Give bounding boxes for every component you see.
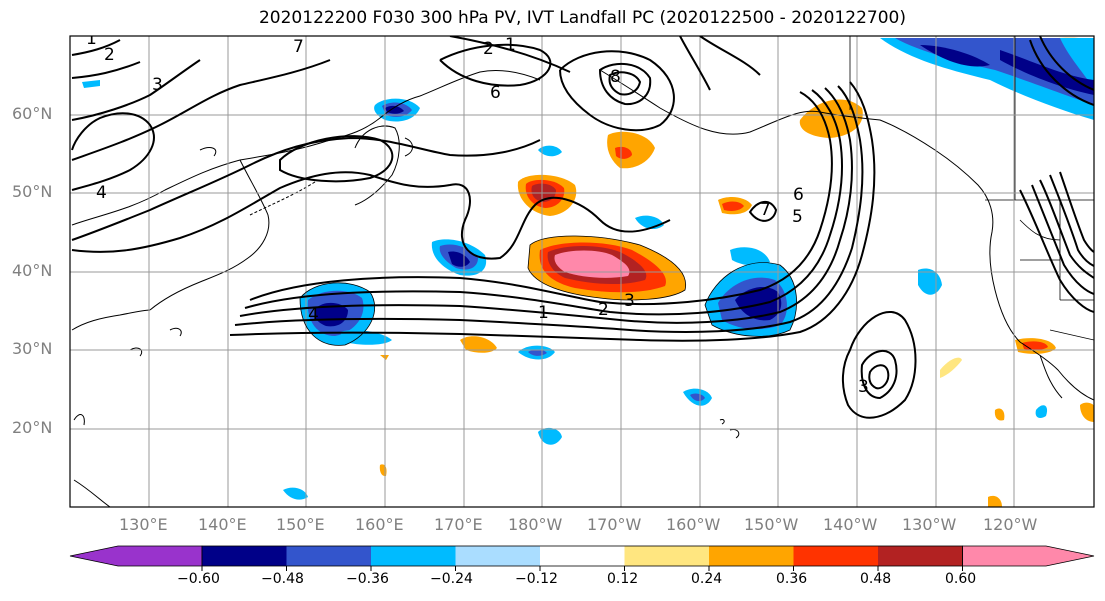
lon-label: 140°E: [198, 515, 247, 534]
colorbar-extend-max: [962, 545, 1095, 567]
lon-label: 180°W: [508, 515, 563, 534]
contour-label: 1: [538, 303, 549, 323]
contour-label: 4: [96, 183, 107, 203]
contour-label: 1: [505, 35, 516, 55]
colorbar-tick-label: 0.36: [776, 571, 808, 587]
lon-label: 170°W: [587, 515, 642, 534]
colorbar-tick-label: −0.36: [346, 571, 389, 587]
border-layer: [849, 36, 1094, 341]
colorbar-swatch: [793, 546, 878, 566]
map-title: 2020122200 F030 300 hPa PV, IVT Landfall…: [258, 8, 906, 28]
lon-label: 130°E: [119, 515, 168, 534]
colorbar-swatch: [540, 546, 625, 566]
colorbar-swatch: [455, 546, 540, 566]
colorbar-swatch: [286, 546, 371, 566]
lat-label: 30°N: [12, 339, 53, 358]
coastline-layer: [71, 69, 1094, 507]
lon-label: 170°E: [434, 515, 483, 534]
contour-label: 2: [104, 45, 115, 65]
lon-label: 120°W: [983, 515, 1038, 534]
lon-label: 140°W: [823, 515, 878, 534]
colorbar-tick-label: −0.12: [515, 571, 558, 587]
contour-label: 3: [858, 377, 869, 397]
colorbar-swatch: [878, 546, 963, 566]
lon-label: 160°E: [355, 515, 404, 534]
lat-label: 40°N: [12, 261, 53, 280]
map-border: [69, 35, 1095, 508]
colorbar-tick-label: −0.48: [261, 571, 304, 587]
lon-label: 150°W: [744, 515, 799, 534]
colorbar-tick-label: −0.60: [177, 571, 220, 587]
contour-label: 5: [792, 207, 803, 227]
colorbar: [69, 545, 1095, 571]
colorbar-tick-label: 0.48: [860, 571, 892, 587]
contour-label: 6: [490, 83, 501, 103]
colorbar-tick-label: 0.12: [607, 571, 639, 587]
pv-contours: [71, 36, 1094, 419]
contour-label: 3: [624, 291, 635, 311]
contour-label: 3: [152, 75, 163, 95]
lon-label: 160°W: [666, 515, 721, 534]
colorbar-swatch: [624, 546, 709, 566]
colorbar-tick-label: −0.24: [430, 571, 473, 587]
contour-label: 7: [760, 200, 771, 220]
colorbar-swatch: [709, 546, 794, 566]
colorbar-extend-min: [69, 545, 203, 567]
graticule: [70, 36, 1094, 507]
contour-label-group: 1 2 3 4 5 6 7 8 1 2 3 4 6 7 1 2 3: [86, 29, 869, 397]
lon-label: 150°E: [276, 515, 325, 534]
colorbar-tick-label: 0.60: [945, 571, 977, 587]
lat-label: 60°N: [12, 104, 53, 123]
lat-label: 20°N: [12, 418, 53, 437]
contour-label: 7: [293, 37, 304, 57]
lon-label: 130°W: [902, 515, 957, 534]
contour-label: 6: [793, 185, 804, 205]
shading-layer: [82, 37, 1094, 507]
colorbar-swatch: [371, 546, 456, 566]
colorbar-swatch: [202, 546, 287, 566]
contour-label: 4: [308, 305, 319, 325]
contour-label: 2: [598, 300, 609, 320]
contour-label: 1: [86, 29, 97, 49]
colorbar-tick-label: 0.24: [691, 571, 723, 587]
contour-label: 8: [610, 67, 621, 87]
contour-label: 2: [483, 39, 494, 59]
lat-label: 50°N: [12, 182, 53, 201]
